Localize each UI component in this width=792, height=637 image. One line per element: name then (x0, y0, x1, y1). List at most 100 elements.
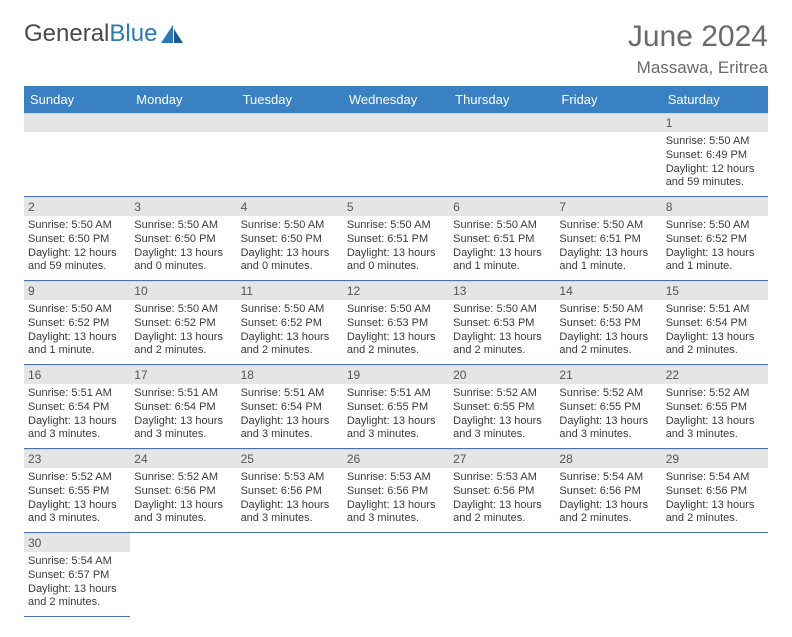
calendar-day-cell: 20Sunrise: 5:52 AMSunset: 6:55 PMDayligh… (449, 365, 555, 449)
weekday-header: Sunday (24, 86, 130, 113)
sunrise-text: Sunrise: 5:50 AM (241, 303, 339, 317)
day-number: 14 (555, 281, 661, 300)
calendar-day-cell: 16Sunrise: 5:51 AMSunset: 6:54 PMDayligh… (24, 365, 130, 449)
day-details: Sunrise: 5:50 AMSunset: 6:51 PMDaylight:… (555, 216, 661, 280)
sunrise-text: Sunrise: 5:50 AM (666, 219, 764, 233)
calendar-empty-cell (237, 113, 343, 197)
sunset-text: Sunset: 6:50 PM (241, 233, 339, 247)
day-details: Sunrise: 5:52 AMSunset: 6:55 PMDaylight:… (662, 384, 768, 448)
month-title: June 2024 (628, 20, 768, 54)
day-number: 8 (662, 197, 768, 216)
sunrise-text: Sunrise: 5:52 AM (28, 471, 126, 485)
day-number: 29 (662, 449, 768, 468)
daylight-text: Daylight: 13 hours and 3 minutes. (666, 415, 764, 443)
day-details: Sunrise: 5:54 AMSunset: 6:56 PMDaylight:… (555, 468, 661, 532)
day-details: Sunrise: 5:50 AMSunset: 6:52 PMDaylight:… (130, 300, 236, 364)
day-number: 15 (662, 281, 768, 300)
calendar-page: GeneralBlue June 2024 Massawa, Eritrea S… (0, 0, 792, 637)
calendar-day-cell: 21Sunrise: 5:52 AMSunset: 6:55 PMDayligh… (555, 365, 661, 449)
day-details: Sunrise: 5:51 AMSunset: 6:54 PMDaylight:… (24, 384, 130, 448)
empty-daynum-bar (343, 113, 449, 132)
calendar-week-row: 2Sunrise: 5:50 AMSunset: 6:50 PMDaylight… (24, 197, 768, 281)
day-details: Sunrise: 5:54 AMSunset: 6:56 PMDaylight:… (662, 468, 768, 532)
day-number: 24 (130, 449, 236, 468)
sunset-text: Sunset: 6:54 PM (28, 401, 126, 415)
day-number: 13 (449, 281, 555, 300)
day-details: Sunrise: 5:54 AMSunset: 6:57 PMDaylight:… (24, 552, 130, 616)
day-details: Sunrise: 5:50 AMSunset: 6:50 PMDaylight:… (237, 216, 343, 280)
sunrise-text: Sunrise: 5:50 AM (559, 219, 657, 233)
calendar-week-row: 9Sunrise: 5:50 AMSunset: 6:52 PMDaylight… (24, 281, 768, 365)
day-number: 20 (449, 365, 555, 384)
empty-daynum-bar (24, 113, 130, 132)
day-number: 12 (343, 281, 449, 300)
calendar-day-cell: 26Sunrise: 5:53 AMSunset: 6:56 PMDayligh… (343, 449, 449, 533)
sunrise-text: Sunrise: 5:53 AM (453, 471, 551, 485)
day-details: Sunrise: 5:50 AMSunset: 6:50 PMDaylight:… (130, 216, 236, 280)
day-details: Sunrise: 5:53 AMSunset: 6:56 PMDaylight:… (449, 468, 555, 532)
sunrise-text: Sunrise: 5:53 AM (347, 471, 445, 485)
day-number: 19 (343, 365, 449, 384)
sunset-text: Sunset: 6:50 PM (28, 233, 126, 247)
sunrise-text: Sunrise: 5:51 AM (241, 387, 339, 401)
sunrise-text: Sunrise: 5:51 AM (28, 387, 126, 401)
sunset-text: Sunset: 6:57 PM (28, 569, 126, 583)
calendar-week-row: 1Sunrise: 5:50 AMSunset: 6:49 PMDaylight… (24, 113, 768, 197)
sunset-text: Sunset: 6:55 PM (559, 401, 657, 415)
sunrise-text: Sunrise: 5:51 AM (666, 303, 764, 317)
day-details: Sunrise: 5:50 AMSunset: 6:53 PMDaylight:… (555, 300, 661, 364)
calendar-empty-cell (343, 533, 449, 617)
daylight-text: Daylight: 13 hours and 3 minutes. (347, 415, 445, 443)
sunset-text: Sunset: 6:55 PM (453, 401, 551, 415)
empty-daynum-bar (130, 113, 236, 132)
sunset-text: Sunset: 6:51 PM (453, 233, 551, 247)
sunset-text: Sunset: 6:52 PM (28, 317, 126, 331)
sunrise-text: Sunrise: 5:50 AM (28, 303, 126, 317)
daylight-text: Daylight: 13 hours and 3 minutes. (28, 499, 126, 527)
daylight-text: Daylight: 13 hours and 2 minutes. (453, 331, 551, 359)
daylight-text: Daylight: 13 hours and 2 minutes. (28, 583, 126, 611)
calendar-empty-cell (662, 533, 768, 617)
weekday-header: Tuesday (237, 86, 343, 113)
calendar-empty-cell (555, 113, 661, 197)
sunset-text: Sunset: 6:54 PM (241, 401, 339, 415)
day-details: Sunrise: 5:51 AMSunset: 6:55 PMDaylight:… (343, 384, 449, 448)
sunset-text: Sunset: 6:54 PM (666, 317, 764, 331)
brand-logo: GeneralBlue (24, 20, 185, 48)
sunset-text: Sunset: 6:56 PM (453, 485, 551, 499)
sunset-text: Sunset: 6:54 PM (134, 401, 232, 415)
calendar-day-cell: 4Sunrise: 5:50 AMSunset: 6:50 PMDaylight… (237, 197, 343, 281)
day-details: Sunrise: 5:50 AMSunset: 6:50 PMDaylight:… (24, 216, 130, 280)
sunrise-text: Sunrise: 5:50 AM (241, 219, 339, 233)
calendar-day-cell: 22Sunrise: 5:52 AMSunset: 6:55 PMDayligh… (662, 365, 768, 449)
sunset-text: Sunset: 6:52 PM (241, 317, 339, 331)
day-number: 1 (662, 113, 768, 132)
day-details: Sunrise: 5:50 AMSunset: 6:51 PMDaylight:… (449, 216, 555, 280)
daylight-text: Daylight: 13 hours and 3 minutes. (241, 499, 339, 527)
daylight-text: Daylight: 13 hours and 3 minutes. (453, 415, 551, 443)
sunset-text: Sunset: 6:56 PM (134, 485, 232, 499)
daylight-text: Daylight: 13 hours and 2 minutes. (453, 499, 551, 527)
calendar-day-cell: 15Sunrise: 5:51 AMSunset: 6:54 PMDayligh… (662, 281, 768, 365)
daylight-text: Daylight: 13 hours and 3 minutes. (347, 499, 445, 527)
day-number: 16 (24, 365, 130, 384)
calendar-empty-cell (449, 533, 555, 617)
calendar-header: SundayMondayTuesdayWednesdayThursdayFrid… (24, 86, 768, 113)
daylight-text: Daylight: 13 hours and 3 minutes. (559, 415, 657, 443)
day-number: 3 (130, 197, 236, 216)
daylight-text: Daylight: 13 hours and 2 minutes. (134, 331, 232, 359)
daylight-text: Daylight: 13 hours and 1 minute. (453, 247, 551, 275)
daylight-text: Daylight: 13 hours and 3 minutes. (241, 415, 339, 443)
day-details: Sunrise: 5:50 AMSunset: 6:49 PMDaylight:… (662, 132, 768, 196)
sunset-text: Sunset: 6:56 PM (666, 485, 764, 499)
sunrise-text: Sunrise: 5:50 AM (453, 219, 551, 233)
sunrise-text: Sunrise: 5:53 AM (241, 471, 339, 485)
calendar-day-cell: 12Sunrise: 5:50 AMSunset: 6:53 PMDayligh… (343, 281, 449, 365)
day-number: 25 (237, 449, 343, 468)
sunset-text: Sunset: 6:51 PM (347, 233, 445, 247)
calendar-day-cell: 17Sunrise: 5:51 AMSunset: 6:54 PMDayligh… (130, 365, 236, 449)
calendar-empty-cell (555, 533, 661, 617)
calendar-day-cell: 23Sunrise: 5:52 AMSunset: 6:55 PMDayligh… (24, 449, 130, 533)
day-details: Sunrise: 5:50 AMSunset: 6:52 PMDaylight:… (662, 216, 768, 280)
daylight-text: Daylight: 12 hours and 59 minutes. (28, 247, 126, 275)
